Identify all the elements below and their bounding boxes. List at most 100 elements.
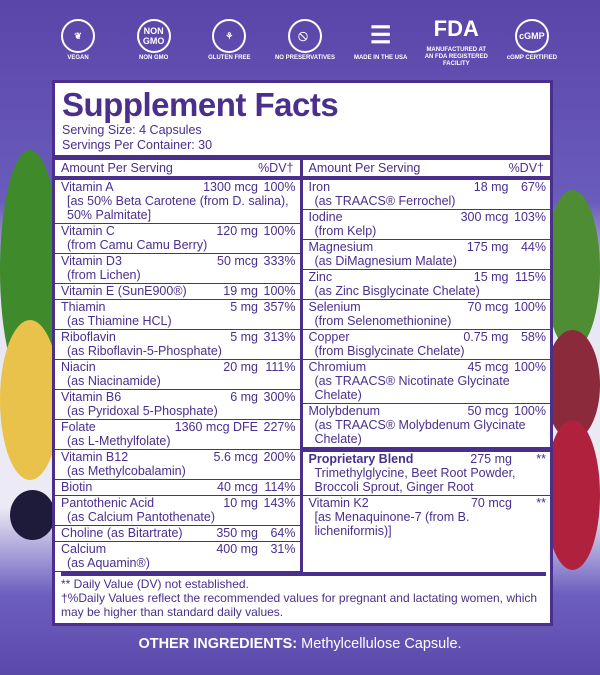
nutrient-source: (as Thiamine HCL) — [67, 314, 172, 328]
nutrient-row: Pantothenic Acid 10 mg 143% (as Calcium Pa… — [55, 496, 300, 526]
nutrient-dv: 200% — [263, 450, 296, 464]
nutrient-source: (from Bisglycinate Chelate) — [314, 344, 465, 358]
dv-header: %DV† — [258, 161, 294, 175]
nutrient-row: Calcium 400 mg 31% (as Aquamin®) — [55, 542, 300, 572]
nutrient-source: (from Lichen) — [67, 268, 141, 282]
nutrient-source: (from Kelp) — [314, 224, 377, 238]
serving-size: Serving Size: 4 Capsules — [62, 123, 202, 137]
nutrient-amount: 1300 mcg 100% — [203, 180, 296, 194]
badge-label: NON GMO — [138, 54, 169, 61]
nutrient-row: Iodine 300 mcg 103% (from Kelp) — [302, 210, 550, 240]
nutrient-dv: 31% — [270, 542, 296, 556]
nutrient-dv: 115% — [514, 270, 546, 284]
nutrient-name: Vitamin B6 — [61, 390, 122, 404]
nutrient-dv: 58% — [520, 330, 546, 344]
nutrient-amount: 0.75 mg 58% — [463, 330, 546, 344]
vegan-leaf-icon: ❦ — [61, 18, 95, 53]
nutrient-source: (as Zinc Bisglycinate Chelate) — [314, 284, 480, 298]
nutrient-row: Vitamin B6 6 mg 300% (as Pyridoxal 5-Phosp… — [55, 390, 300, 420]
nutrient-amount: 20 mg 111% — [223, 360, 296, 374]
other-ingredients-value: Methylcellulose Capsule. — [301, 636, 462, 652]
nutrient-name: Vitamin K2 — [308, 496, 369, 510]
nutrient-row: Iron 18 mg 67% (as TRAACS® Ferrochel) — [302, 180, 550, 210]
nutrient-row: Magnesium 175 mg 44% (as DiMagnesium Malat… — [302, 240, 550, 270]
vitamin-k2-row: Vitamin K2 70 mcg ** [as Menaquinone-7 (f… — [303, 496, 551, 539]
nutrient-name: Chromium — [308, 360, 367, 374]
nutrient-name: Niacin — [61, 360, 96, 374]
no-preservatives-flask-icon: ⃠ — [287, 18, 322, 53]
nutrient-amount: 45 mcg 100% — [467, 360, 546, 374]
nutrient-amount: 18 mg 67% — [473, 180, 546, 194]
nutrient-dv: 300% — [263, 390, 296, 404]
nutrient-row: Selenium 70 mcg 100% (from Selenomethionin… — [302, 300, 550, 330]
nutrient-row: Chromium 45 mcg 100% (as TRAACS® Nicotinat… — [302, 360, 550, 404]
nutrient-row: Zinc 15 mg 115% (as Zinc Bisglycinate Chel… — [302, 270, 550, 300]
nutrient-source: (as L-Methylfolate) — [67, 434, 171, 448]
nutrient-dv: 67% — [520, 180, 546, 194]
badge-cgmp: cGMP cGMP CERTIFIED — [499, 12, 565, 68]
nutrient-amount: 70 mcg ** — [470, 496, 546, 510]
nutrient-row: Thiamin 5 mg 357% (as Thiamine HCL) — [55, 300, 300, 330]
footnote-dv-not-established: ** Daily Value (DV) not established. — [61, 577, 249, 591]
nutrient-name: Choline (as Bitartrate) — [61, 526, 183, 540]
nutrient-name: Pantothenic Acid — [61, 496, 155, 510]
nutrient-name: Magnesium — [308, 240, 374, 254]
nutrient-name: Calcium — [61, 542, 107, 556]
nutrient-source: (as Niacinamide) — [67, 374, 161, 388]
nutrient-row: Riboflavin 5 mg 313% (as Riboflavin-5-Phos… — [55, 330, 300, 360]
nutrient-dv: 227% — [263, 420, 296, 434]
nutrient-row: Choline (as Bitartrate) 350 mg 64% — [55, 526, 300, 542]
badge-fda: FDA MANUFACTURED AT AN FDA REGISTERED FAC… — [423, 12, 489, 68]
nutrient-amount: 300 mcg 103% — [460, 210, 546, 224]
nutrient-source: (as Aquamin®) — [67, 556, 150, 570]
dv-header: %DV† — [508, 161, 544, 175]
supplement-facts-panel: Supplement Facts Serving Size: 4 Capsule… — [52, 80, 553, 626]
beet-slice-image — [545, 420, 600, 570]
nutrient-amount: 6 mg 300% — [230, 390, 296, 404]
badge-label: MANUFACTURED AT AN FDA REGISTERED FACILI… — [424, 47, 488, 67]
amount-header: Amount Per Serving — [61, 161, 173, 175]
nutrient-source: (as TRAACS® Nicotinate Glycinate Chelate… — [314, 374, 510, 402]
nutrient-row: Vitamin B12 5.6 mcg 200% (as Methylcobalam… — [55, 450, 300, 480]
nutrient-source: [as Menaquinone-7 (from B. licheniformis… — [314, 510, 470, 538]
badge-label: GLUTEN FREE — [208, 54, 251, 61]
nutrient-amount: 5 mg 313% — [230, 330, 296, 344]
right-column: Amount Per Serving %DV† Iron 18 mg 67% (as … — [302, 160, 551, 572]
nutrient-amount: 70 mcg 100% — [467, 300, 546, 314]
nutrient-dv: 333% — [263, 254, 296, 268]
nutrient-dv: 100% — [514, 360, 546, 374]
nutrient-row: Vitamin E (SunE900®) 19 mg 100% — [55, 284, 300, 300]
badge-vegan-leaf: ❦ VEGAN — [45, 12, 111, 68]
non-gmo-icon: NON GMO — [136, 18, 171, 53]
nutrient-source: (as TRAACS® Molybdenum Glycinate Chelate… — [314, 418, 526, 446]
nutrient-name: Vitamin A — [61, 180, 114, 194]
nutrient-amount: 5.6 mcg 200% — [213, 450, 296, 464]
nutrient-row: Vitamin C 120 mg 100% (from Camu Camu Berr… — [55, 224, 300, 254]
nutrient-name: Iron — [308, 180, 331, 194]
nutrient-name: Copper — [308, 330, 350, 344]
nutrient-name: Zinc — [308, 270, 333, 284]
nutrient-amount: 19 mg 100% — [223, 284, 296, 298]
nutrient-amount: 40 mcg 114% — [217, 480, 296, 494]
nutrient-row: Biotin 40 mcg 114% — [55, 480, 300, 496]
nutrient-dv: 100% — [514, 300, 546, 314]
kale-image — [545, 190, 600, 350]
nutrient-source: (as DiMagnesium Malate) — [314, 254, 457, 268]
nutrient-name: Vitamin D3 — [61, 254, 122, 268]
nutrient-source: (as Riboflavin-5-Phosphate) — [67, 344, 222, 358]
badge-non-gmo: NON GMO NON GMO — [121, 12, 187, 68]
badge-label: cGMP CERTIFIED — [506, 54, 558, 61]
nutrient-source: (as TRAACS® Ferrochel) — [314, 194, 456, 208]
nutrient-name: Riboflavin — [61, 330, 116, 344]
nutrient-row: Copper 0.75 mg 58% (from Bisglycinate Chel… — [302, 330, 550, 360]
badge-usa-flag: ☰ MADE IN THE USA — [348, 12, 414, 68]
nutrient-source: (as Calcium Pantothenate) — [67, 510, 215, 524]
badge-no-preservatives-flask: ⃠NO PRESERVATIVES — [272, 12, 338, 68]
nutrient-amount: 400 mg 31% — [216, 542, 296, 556]
nutrient-name: Iodine — [308, 210, 343, 224]
nutrient-amount: 50 mcg 100% — [467, 404, 546, 418]
nutrient-amount: 50 mcg 333% — [217, 254, 296, 268]
nutrient-dv: 313% — [263, 330, 296, 344]
lemon-image — [0, 320, 60, 480]
badge-gluten-free-wheat: ⚘ GLUTEN FREE — [196, 12, 262, 68]
